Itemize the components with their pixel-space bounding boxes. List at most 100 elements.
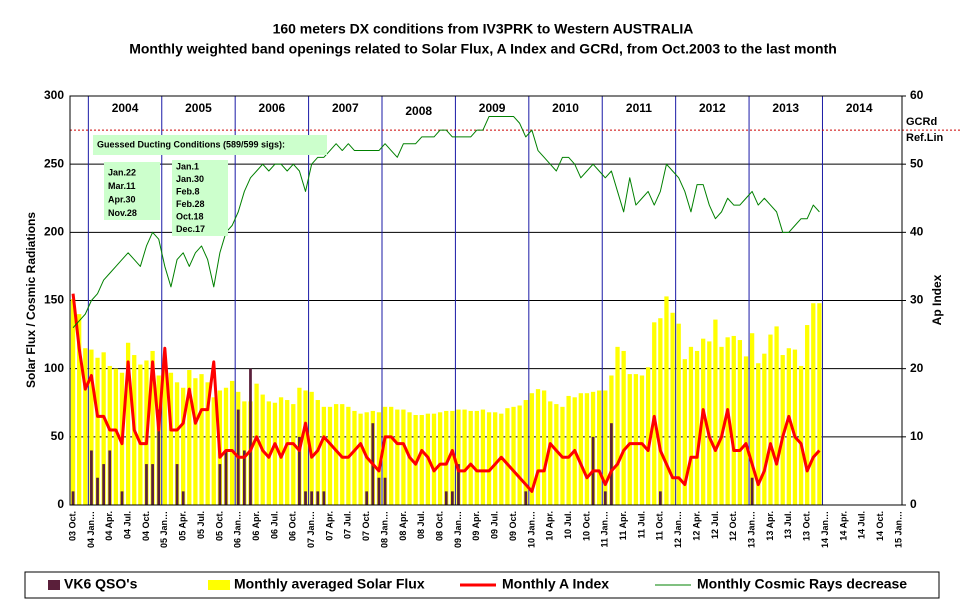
bar — [413, 415, 418, 505]
x-tick-label: 09 Jul. — [490, 511, 500, 539]
x-tick-label: 07 Jan… — [306, 511, 316, 548]
bar — [157, 409, 161, 505]
year-label: 2004 — [112, 101, 139, 115]
bar — [737, 340, 743, 505]
bar — [77, 314, 82, 505]
x-tick-label: 13 Jul. — [783, 511, 793, 539]
bar — [615, 346, 620, 505]
bar — [529, 393, 535, 505]
bar — [603, 491, 607, 505]
x-tick-label: 04 Jul. — [122, 511, 132, 539]
bar — [162, 365, 167, 505]
x-tick-label: 14 Oct. — [875, 511, 885, 541]
bar — [762, 353, 767, 505]
annotation-date: Jan.30 — [176, 174, 204, 184]
bar — [566, 395, 571, 505]
x-tick-label: 13 Apr. — [765, 511, 775, 541]
x-tick-label: 11 Oct. — [655, 511, 665, 541]
annotation-date: Dec.17 — [176, 224, 205, 234]
x-tick-label: 08 Jul. — [416, 511, 426, 539]
bar — [707, 341, 712, 505]
bar — [389, 406, 394, 505]
bar — [151, 464, 154, 505]
bar — [743, 356, 749, 505]
x-tick-label: 07 Oct. — [361, 511, 371, 541]
bar — [694, 350, 700, 505]
bar — [603, 390, 608, 505]
bar — [437, 412, 443, 505]
bar — [83, 348, 88, 505]
annotation-date: Feb.8 — [176, 186, 200, 196]
x-tick-label: 12 Jan… — [673, 511, 683, 548]
bar — [676, 323, 681, 505]
bar — [811, 303, 816, 505]
x-tick-label: 11 Jan… — [600, 511, 610, 548]
bar — [450, 410, 455, 505]
x-tick-label: 05 Jul. — [196, 511, 206, 539]
bar — [303, 390, 308, 505]
x-tick-label: 03 Oct. — [67, 511, 77, 541]
bar — [480, 409, 486, 505]
bar — [102, 464, 106, 505]
bar — [272, 402, 278, 505]
annotation-date: Nov.28 — [108, 208, 137, 218]
bar — [175, 464, 179, 505]
year-label: 2008 — [405, 104, 432, 118]
x-tick-label: 13 Oct. — [802, 511, 812, 541]
legend-label: Monthly A Index — [502, 576, 609, 592]
bar — [548, 401, 553, 505]
x-tick-label: 10 Apr. — [545, 511, 555, 541]
bar — [223, 387, 229, 505]
bar — [174, 382, 180, 505]
bar — [768, 334, 773, 505]
series-line — [72, 115, 820, 329]
x-tick-label: 05 Jan… — [159, 511, 169, 548]
y-tick-label: 250 — [44, 156, 64, 170]
bar — [376, 412, 382, 505]
bar — [229, 380, 235, 505]
x-tick-label: 12 Jul. — [710, 511, 720, 539]
bar — [431, 413, 437, 505]
y2-tick-label: 20 — [910, 361, 924, 375]
bar — [107, 365, 112, 505]
bar — [278, 397, 284, 505]
bar — [541, 390, 547, 505]
bar — [750, 477, 754, 505]
x-tick-label: 10 Jan… — [526, 511, 536, 548]
bar — [523, 400, 528, 505]
bar — [90, 450, 93, 505]
bar — [658, 318, 663, 505]
year-label: 2010 — [552, 101, 579, 115]
bar — [610, 423, 613, 505]
bar — [652, 322, 657, 505]
plot-frame — [69, 95, 903, 506]
bar — [597, 390, 602, 505]
bar — [382, 406, 388, 505]
bar — [358, 413, 363, 505]
bar — [89, 349, 94, 505]
bar — [224, 450, 228, 505]
bar — [798, 365, 804, 505]
bar — [333, 404, 339, 505]
legend-label: VK6 QSO's — [64, 576, 138, 592]
x-tick-label: 09 Oct. — [508, 511, 518, 541]
bar — [309, 391, 314, 505]
bar — [242, 450, 246, 505]
series-line — [71, 293, 821, 493]
x-tick-label: 07 Apr. — [324, 511, 334, 541]
bar — [817, 303, 822, 505]
bar — [138, 364, 143, 505]
y-tick-label: 0 — [57, 497, 64, 511]
legend-label: Monthly averaged Solar Flux — [234, 576, 425, 592]
bar — [786, 348, 791, 505]
year-label: 2012 — [699, 101, 726, 115]
x-tick-label: 08 Apr. — [398, 511, 408, 541]
legend-swatch — [48, 580, 60, 590]
bar — [419, 415, 424, 505]
bar — [664, 296, 669, 505]
year-label: 2006 — [259, 101, 286, 115]
legend-swatch — [208, 580, 230, 590]
bar — [505, 408, 510, 505]
bar — [125, 342, 131, 505]
